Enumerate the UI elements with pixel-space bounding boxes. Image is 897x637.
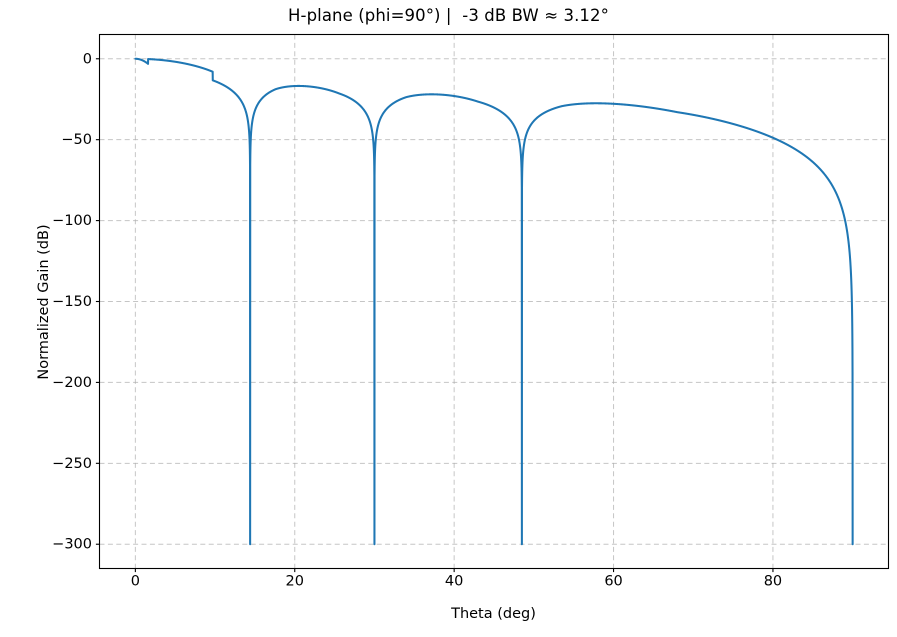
data-series-group (134, 57, 854, 546)
svg-text:40: 40 (445, 574, 463, 590)
svg-text:−250: −250 (52, 456, 92, 472)
grid-lines (99, 34, 889, 569)
svg-text:20: 20 (286, 574, 304, 590)
svg-text:0: 0 (83, 51, 92, 67)
svg-text:−150: −150 (52, 294, 92, 310)
svg-text:60: 60 (604, 574, 622, 590)
axes-frame (98, 33, 890, 570)
axis-ticks: 0 −50 −100 −150 −200 −250 −300 0 20 40 60 80 (52, 51, 782, 589)
svg-text:80: 80 (764, 574, 782, 590)
page-title: H-plane (phi=90°) | -3 dB BW ≈ 3.12° (288, 6, 609, 25)
svg-text:−200: −200 (52, 375, 92, 391)
x-axis-label: Theta (deg) (451, 606, 536, 622)
gain-curve (134, 57, 854, 546)
svg-text:0: 0 (131, 574, 140, 590)
svg-text:−100: −100 (52, 213, 92, 229)
svg-text:−300: −300 (52, 537, 92, 553)
svg-text:−50: −50 (61, 132, 92, 148)
